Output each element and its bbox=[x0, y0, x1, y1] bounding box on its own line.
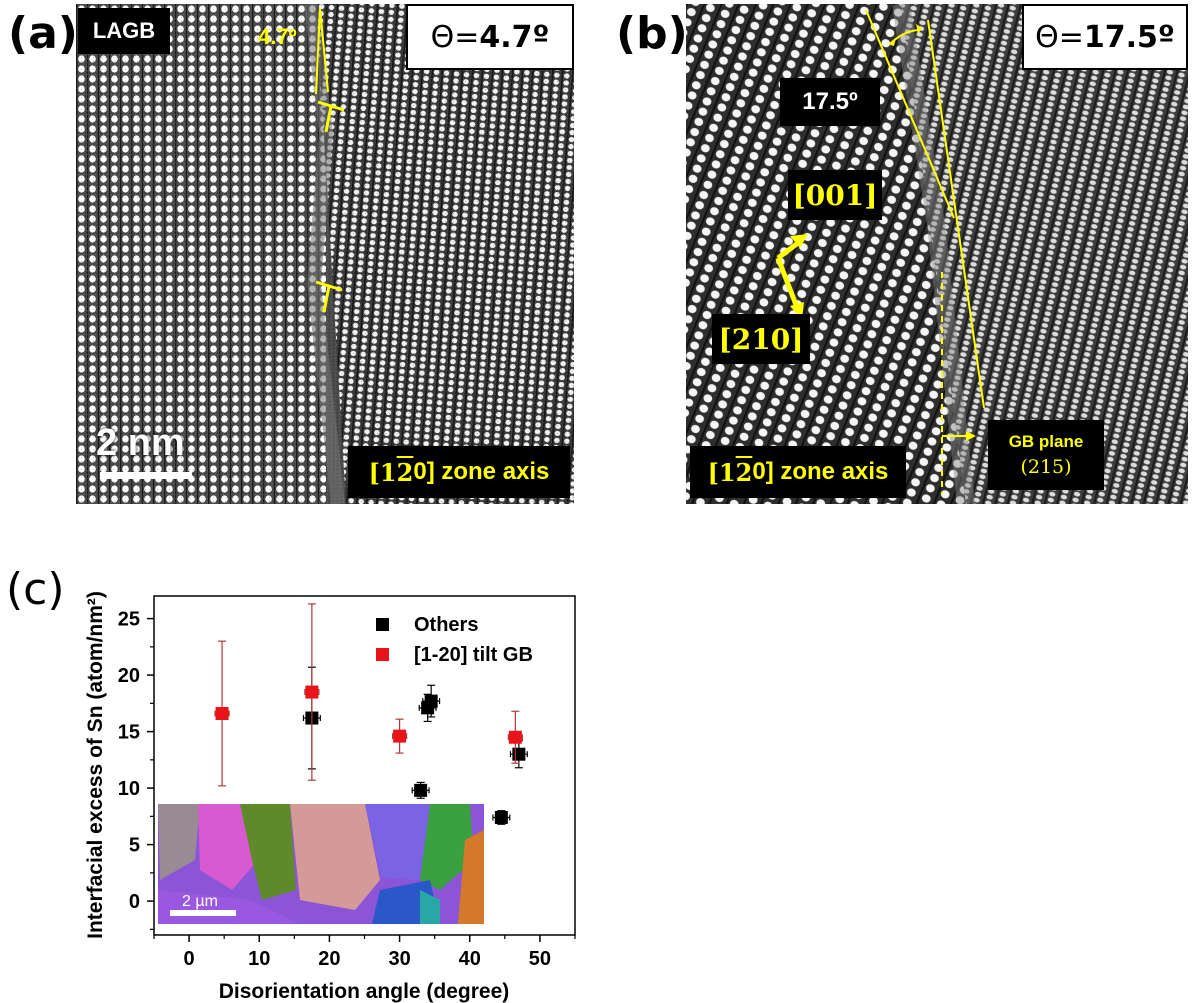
ticks-layer: 0 10 20 30 40 50 0 5 10 15 20 25 bbox=[118, 609, 576, 970]
panel-b-zone-axis-suffix: 0] zone axis bbox=[752, 458, 889, 485]
panel-b-dir-210-label: [210] bbox=[718, 322, 804, 356]
panel-b-hrtem-image bbox=[686, 4, 1188, 504]
panel-a-scale-bar-label: 2 nm bbox=[96, 422, 185, 464]
panel-b-gb-plane: GB plane (215) bbox=[988, 420, 1104, 490]
y-tick-label: 15 bbox=[118, 722, 140, 744]
data-point-others bbox=[424, 694, 438, 708]
panel-b-dir-001: [001] bbox=[788, 170, 882, 220]
legend-label-others: Others bbox=[414, 614, 478, 636]
panel-b-theta-box: Θ= 17.5º bbox=[1022, 4, 1188, 70]
panel-a-scale-bar-line bbox=[100, 472, 192, 479]
data-point-others bbox=[494, 810, 508, 824]
marks-layer bbox=[214, 603, 528, 825]
panel-a-theta-label: Θ= bbox=[430, 19, 480, 55]
y-tick-label: 10 bbox=[118, 778, 140, 800]
panel-a-zone-axis-bar-digit: 2 bbox=[396, 457, 414, 487]
panel-b-theta-label: Θ= bbox=[1035, 19, 1084, 55]
panel-a-theta-box: Θ= 4.7º bbox=[406, 4, 574, 70]
x-tick-label: 10 bbox=[248, 948, 270, 970]
panel-a-zone-axis-suffix: 0] zone axis bbox=[413, 458, 550, 485]
panel-a-angle-annotation: 4.7º bbox=[258, 24, 297, 49]
y-tick-label: 25 bbox=[118, 609, 140, 631]
panel-b-angle-label: 17.5º bbox=[780, 78, 880, 126]
legend-marker-others bbox=[376, 618, 389, 631]
x-tick-label: 50 bbox=[529, 948, 551, 970]
data-point-tilt-gb bbox=[215, 707, 229, 721]
data-point-others bbox=[414, 783, 428, 797]
panel-a-zone-axis: [1 2 0] zone axis bbox=[348, 446, 570, 498]
panel-a-letter: (a) bbox=[8, 8, 78, 59]
panel-a-zone-axis-prefix: [1 bbox=[368, 457, 397, 487]
x-tick-label: 0 bbox=[184, 948, 195, 970]
y-axis-title: Interfacial excess of Sn (atom/nm²) bbox=[84, 591, 107, 939]
panel-b-letter: (b) bbox=[616, 8, 688, 59]
legend-label-tilt: [1-20] tilt GB bbox=[414, 644, 533, 666]
panel-a-lagb-tag: LAGB bbox=[78, 8, 170, 54]
data-point-tilt-gb bbox=[508, 730, 522, 744]
x-axis-title: Disorientation angle (degree) bbox=[219, 980, 510, 1003]
legend-marker-tilt bbox=[376, 648, 389, 661]
data-point-tilt-gb bbox=[305, 685, 319, 699]
y-tick-label: 5 bbox=[129, 835, 140, 857]
panel-b-gb-plane-index: (215) bbox=[1020, 456, 1072, 478]
panel-b-theta-value: 17.5º bbox=[1083, 19, 1175, 55]
data-point-tilt-gb bbox=[393, 729, 407, 743]
x-tick-label: 20 bbox=[318, 948, 340, 970]
data-point-others bbox=[512, 747, 526, 761]
panel-c-letter: (c) bbox=[6, 564, 65, 615]
panel-b-dir-001-label: [001] bbox=[792, 178, 878, 212]
legend: Others [1-20] tilt GB bbox=[376, 614, 533, 666]
panel-a-hrtem-image bbox=[76, 4, 574, 504]
panel-b-dir-210: [210] bbox=[712, 314, 810, 364]
panel-a-scale-bar: 2 nm bbox=[96, 424, 196, 484]
panel-c-chart: 0 10 20 30 40 50 0 5 10 15 20 25 2 µm Others [1-20]… bbox=[84, 591, 576, 1003]
ebsd-inset-map bbox=[158, 804, 484, 924]
y-tick-label: 0 bbox=[129, 891, 140, 913]
x-tick-label: 40 bbox=[459, 948, 481, 970]
panel-b-zone-axis-bar-digit: 2 bbox=[735, 457, 753, 487]
x-tick-label: 30 bbox=[388, 948, 410, 970]
panel-b-zone-axis-prefix: [1 bbox=[707, 457, 736, 487]
panel-b-gb-plane-label: GB plane bbox=[1008, 432, 1084, 451]
y-tick-label: 20 bbox=[118, 665, 140, 687]
inset-scale-bar-label: 2 µm bbox=[182, 893, 218, 910]
panel-a-theta-value: 4.7º bbox=[479, 19, 550, 55]
panel-b-zone-axis: [1 2 0] zone axis bbox=[690, 446, 906, 498]
